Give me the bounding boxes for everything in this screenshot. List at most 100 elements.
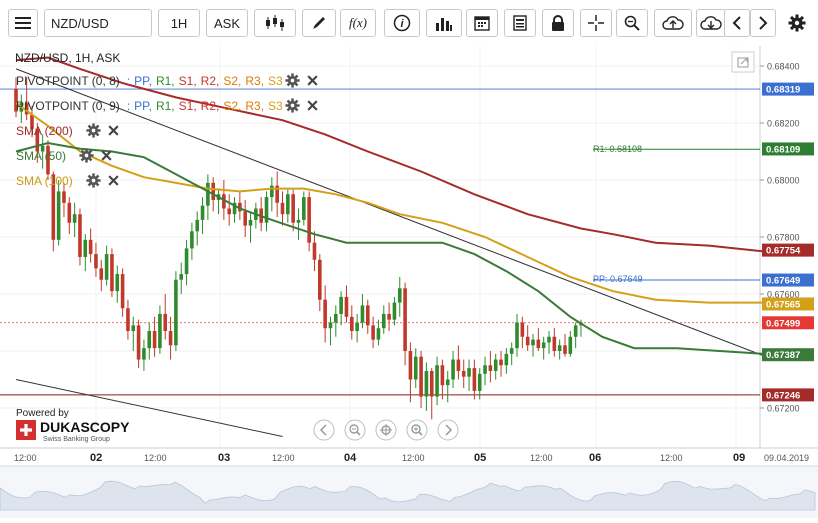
timeframe-select[interactable]: 1H bbox=[158, 9, 200, 37]
time-label: 06 bbox=[589, 452, 601, 464]
info-button[interactable]: i bbox=[384, 9, 420, 37]
gear-icon[interactable] bbox=[285, 73, 300, 88]
candle-body bbox=[62, 191, 66, 203]
sma100-line bbox=[15, 102, 763, 304]
instrument-select[interactable]: NZD/USD bbox=[44, 9, 152, 37]
scroll-left-nav-button[interactable] bbox=[313, 419, 335, 441]
sma100-legend[interactable]: SMA (100) bbox=[16, 173, 119, 188]
gear-icon[interactable] bbox=[79, 148, 94, 163]
candle-body bbox=[499, 359, 503, 366]
menu-button[interactable] bbox=[8, 9, 38, 37]
price-marker bbox=[762, 243, 814, 257]
chevron-left-icon bbox=[732, 16, 741, 30]
candlestick-icon bbox=[266, 15, 284, 31]
zoom-button[interactable] bbox=[616, 9, 648, 37]
candle-body bbox=[158, 313, 162, 349]
expand-icon bbox=[737, 57, 749, 68]
price-ticks: 0.68400 0.68200 0.68000 0.67800 0.67600 0.672… bbox=[760, 62, 800, 414]
sma50-line bbox=[15, 141, 763, 355]
scroll-left-button[interactable] bbox=[724, 9, 750, 37]
sma200-line bbox=[15, 56, 763, 253]
navigator[interactable] bbox=[0, 465, 818, 518]
candle-body bbox=[323, 299, 327, 329]
scroll-right-nav-button[interactable] bbox=[437, 419, 459, 441]
candle-body bbox=[371, 325, 375, 340]
level-s3: S3 bbox=[268, 99, 283, 113]
calendar-icon bbox=[474, 16, 490, 31]
candle-body bbox=[413, 356, 418, 380]
gear-icon[interactable] bbox=[285, 98, 300, 113]
candle-body bbox=[179, 274, 184, 280]
candle-body bbox=[30, 114, 34, 129]
level-r2: R2, bbox=[201, 74, 220, 88]
price-tick-label: 0.67600 bbox=[767, 290, 800, 300]
candle-body bbox=[307, 197, 311, 243]
price-marker bbox=[762, 316, 814, 330]
timeframe-label: 1H bbox=[170, 15, 188, 31]
zoom-out-nav-button[interactable] bbox=[344, 419, 366, 441]
candle-body bbox=[483, 365, 487, 374]
time-label: 12:00 bbox=[530, 453, 553, 463]
sma50-legend[interactable]: SMA (50) bbox=[16, 148, 112, 163]
price-chart[interactable]: R1: 0.68108 PP: 0.67649 0.684000.682000.… bbox=[0, 46, 818, 518]
candle-body bbox=[419, 356, 423, 397]
candle-body bbox=[440, 365, 445, 386]
reset-nav-button[interactable] bbox=[375, 419, 397, 441]
time-label: 12:00 bbox=[402, 453, 425, 463]
calendar-button[interactable] bbox=[466, 9, 498, 37]
pivot-legend-2[interactable]: PIVOTPOINT (0, 9): PP, R1, S1, R2, S2, R3, S3 bbox=[16, 98, 318, 113]
candle-body bbox=[424, 370, 429, 397]
scroll-right-button[interactable] bbox=[750, 9, 776, 37]
pivot-legend-1[interactable]: PIVOTPOINT (0, 8): PP, R1, S1, R2, S2, R3, S3 bbox=[16, 73, 318, 88]
candle-body bbox=[168, 331, 173, 346]
candle-body bbox=[557, 345, 562, 351]
candle-body bbox=[286, 194, 290, 215]
hamburger-icon bbox=[15, 17, 31, 29]
chart-type-button[interactable] bbox=[254, 9, 296, 37]
indicator-name: SMA (50) bbox=[16, 149, 66, 163]
level-r3: R3, bbox=[245, 99, 264, 113]
candle-body bbox=[142, 348, 146, 360]
level-sep: : bbox=[127, 74, 130, 88]
sma200-legend[interactable]: SMA (200) bbox=[16, 123, 119, 138]
gear-icon[interactable] bbox=[86, 173, 101, 188]
pp-level-label: PP: 0.67649 bbox=[593, 274, 643, 284]
volume-button[interactable] bbox=[426, 9, 462, 37]
chart-area[interactable]: R1: 0.68108 PP: 0.67649 0.68400 0.68200 0.… bbox=[0, 46, 818, 518]
price-markers: 0.68319 0.68109 0.67754 0.67649 0.67565 0.674… bbox=[762, 82, 814, 402]
candle-body bbox=[344, 296, 349, 317]
download-button[interactable] bbox=[696, 9, 726, 37]
template-button[interactable] bbox=[504, 9, 536, 37]
price-marker bbox=[762, 273, 814, 287]
level-s3: S3 bbox=[268, 74, 283, 88]
draw-tool-button[interactable] bbox=[302, 9, 336, 37]
candle-body bbox=[456, 359, 461, 371]
candle-body bbox=[78, 214, 82, 257]
upload-button[interactable] bbox=[654, 9, 692, 37]
gear-icon[interactable] bbox=[86, 123, 101, 138]
cloud-download-icon bbox=[700, 16, 722, 30]
candle-body bbox=[509, 348, 514, 354]
info-icon: i bbox=[393, 14, 411, 32]
settings-button[interactable] bbox=[784, 9, 810, 37]
side-select[interactable]: ASK bbox=[206, 9, 248, 37]
candle-body bbox=[435, 365, 439, 397]
crosshair-button[interactable] bbox=[580, 9, 612, 37]
candle-body bbox=[381, 313, 386, 329]
branding: Powered by DUKASCOPY Swiss Banking Group bbox=[16, 408, 130, 443]
level-s1: S1, bbox=[179, 99, 197, 113]
logo-tagline: Swiss Banking Group bbox=[43, 436, 110, 443]
candle-body bbox=[211, 182, 216, 200]
cloud-upload-icon bbox=[662, 16, 684, 30]
indicator-button[interactable]: f(x) bbox=[340, 9, 376, 37]
candle-body bbox=[248, 219, 253, 226]
function-label: f(x) bbox=[348, 15, 368, 30]
time-label: 05 bbox=[474, 452, 486, 464]
candle-body bbox=[99, 268, 104, 280]
lock-button[interactable] bbox=[542, 9, 574, 37]
level-s2: S2, bbox=[223, 99, 241, 113]
expand-button[interactable] bbox=[731, 51, 755, 73]
indicator-name: PIVOTPOINT (0, 8) bbox=[16, 74, 120, 88]
zoom-in-nav-button[interactable] bbox=[406, 419, 428, 441]
chevron-right-icon bbox=[445, 424, 453, 436]
